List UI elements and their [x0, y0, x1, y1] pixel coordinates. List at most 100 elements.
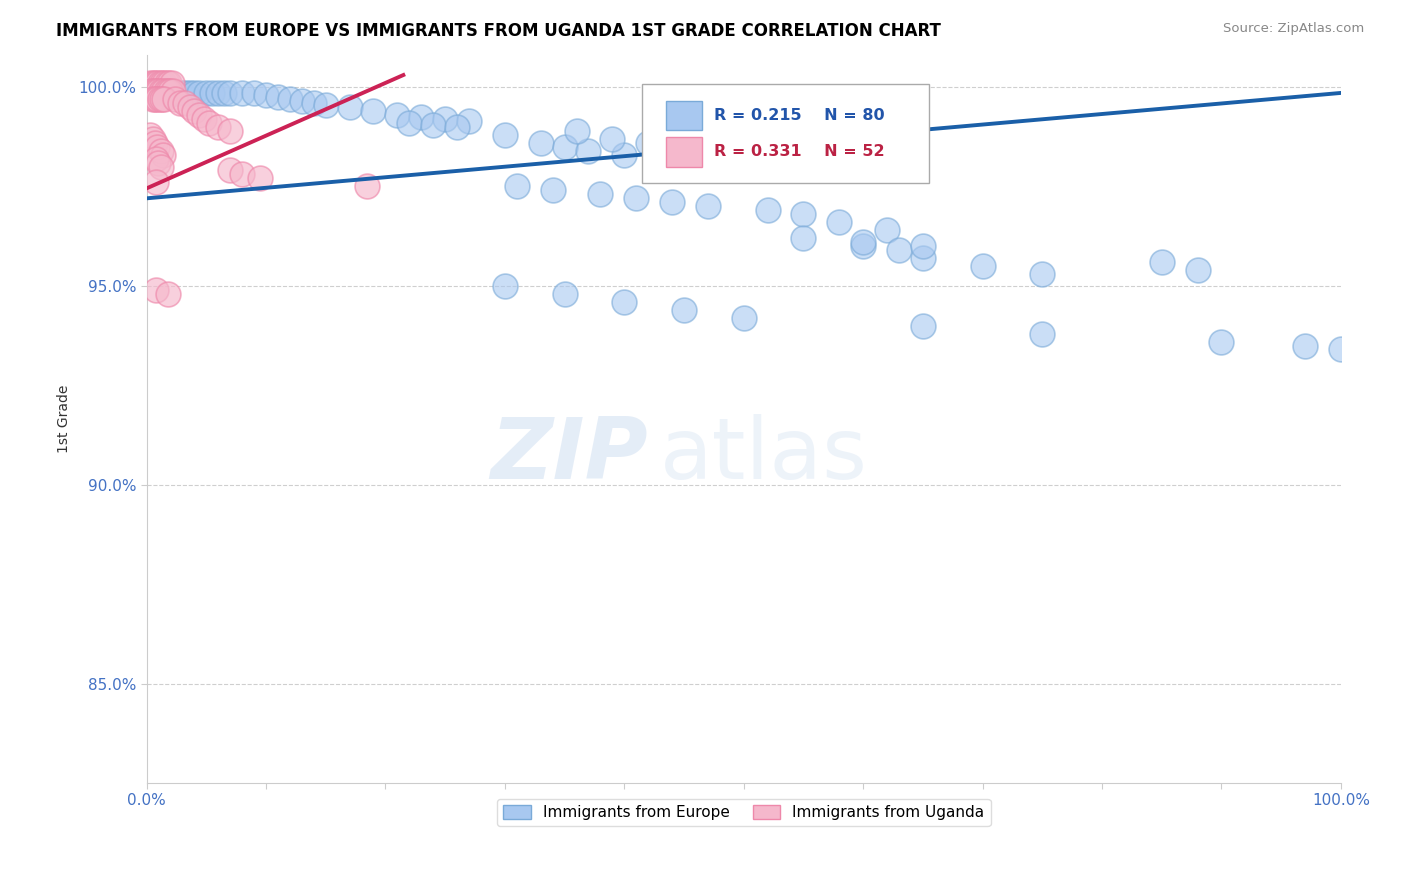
Text: IMMIGRANTS FROM EUROPE VS IMMIGRANTS FROM UGANDA 1ST GRADE CORRELATION CHART: IMMIGRANTS FROM EUROPE VS IMMIGRANTS FRO… [56, 22, 941, 40]
Point [150, 92, 173, 106]
Point [152, 147, 174, 161]
Point [149, 84, 172, 98]
Point [162, 86, 184, 100]
Point [183, 103, 205, 118]
Point [602, 131, 624, 145]
Point [141, 84, 163, 98]
Point [1031, 326, 1053, 341]
Point [143, 76, 166, 90]
Point [792, 231, 814, 245]
Point [153, 86, 176, 100]
Point [160, 76, 183, 90]
Point [169, 86, 191, 100]
Point [434, 112, 457, 126]
Point [152, 84, 174, 98]
Point [267, 90, 290, 104]
Point [852, 239, 875, 253]
Point [494, 278, 516, 293]
Point [1294, 338, 1316, 352]
Point [141, 76, 163, 90]
Point [149, 144, 172, 158]
Point [589, 187, 612, 202]
Text: R = 0.331    N = 52: R = 0.331 N = 52 [714, 145, 884, 160]
Point [249, 171, 271, 186]
Point [165, 92, 187, 106]
Point [637, 136, 659, 150]
Point [291, 94, 314, 108]
Text: ZIP: ZIP [491, 414, 648, 497]
Point [458, 113, 481, 128]
Point [174, 86, 197, 100]
Point [156, 76, 179, 90]
Point [145, 152, 167, 166]
Point [149, 92, 172, 106]
Y-axis label: 1st Grade: 1st Grade [58, 385, 72, 453]
Point [446, 120, 468, 134]
Point [792, 207, 814, 221]
Point [153, 76, 176, 90]
Point [911, 239, 934, 253]
Point [165, 86, 187, 100]
Point [1150, 255, 1173, 269]
Point [696, 199, 718, 213]
Point [145, 84, 167, 98]
Point [219, 163, 242, 178]
Point [157, 76, 180, 90]
Point [626, 191, 648, 205]
Bar [666, 101, 702, 130]
Point [887, 243, 910, 257]
Point [1187, 263, 1209, 277]
Point [554, 286, 576, 301]
Text: Source: ZipAtlas.com: Source: ZipAtlas.com [1223, 22, 1364, 36]
Point [162, 84, 184, 98]
Point [149, 76, 172, 90]
Point [243, 86, 266, 100]
Point [1330, 343, 1353, 357]
Point [207, 86, 229, 100]
Point [146, 76, 169, 90]
Point [613, 147, 636, 161]
Point [143, 92, 166, 106]
Point [911, 318, 934, 333]
Point [173, 95, 195, 110]
Point [169, 95, 191, 110]
Point [139, 128, 162, 142]
Point [156, 86, 179, 100]
Point [733, 310, 755, 325]
Text: R = 0.215    N = 80: R = 0.215 N = 80 [714, 108, 884, 123]
Point [828, 215, 851, 229]
Point [150, 76, 173, 90]
Point [302, 95, 325, 110]
Point [141, 86, 163, 100]
Point [201, 86, 224, 100]
Point [972, 259, 994, 273]
Point [422, 118, 444, 132]
Point [143, 86, 166, 100]
Point [565, 124, 588, 138]
Point [219, 124, 242, 138]
Point [188, 108, 211, 122]
Point [143, 136, 166, 150]
Point [231, 168, 253, 182]
Point [149, 160, 172, 174]
Point [650, 152, 672, 166]
Point [157, 286, 180, 301]
Point [1031, 267, 1053, 281]
FancyBboxPatch shape [643, 84, 929, 183]
Point [146, 92, 169, 106]
Point [339, 100, 361, 114]
Point [139, 76, 162, 90]
Point [149, 86, 172, 100]
Point [153, 92, 176, 106]
Point [852, 235, 875, 249]
Point [141, 131, 163, 145]
Point [613, 294, 636, 309]
Point [207, 120, 229, 134]
Point [661, 195, 683, 210]
Point [363, 103, 385, 118]
Point [146, 86, 169, 100]
Point [145, 176, 167, 190]
Point [188, 86, 211, 100]
Point [231, 86, 253, 100]
Point [387, 108, 409, 122]
